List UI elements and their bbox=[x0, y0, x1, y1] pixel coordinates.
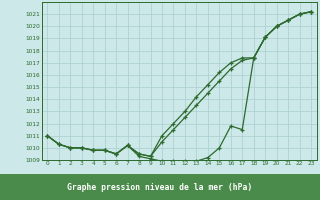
Text: Graphe pression niveau de la mer (hPa): Graphe pression niveau de la mer (hPa) bbox=[68, 182, 252, 192]
